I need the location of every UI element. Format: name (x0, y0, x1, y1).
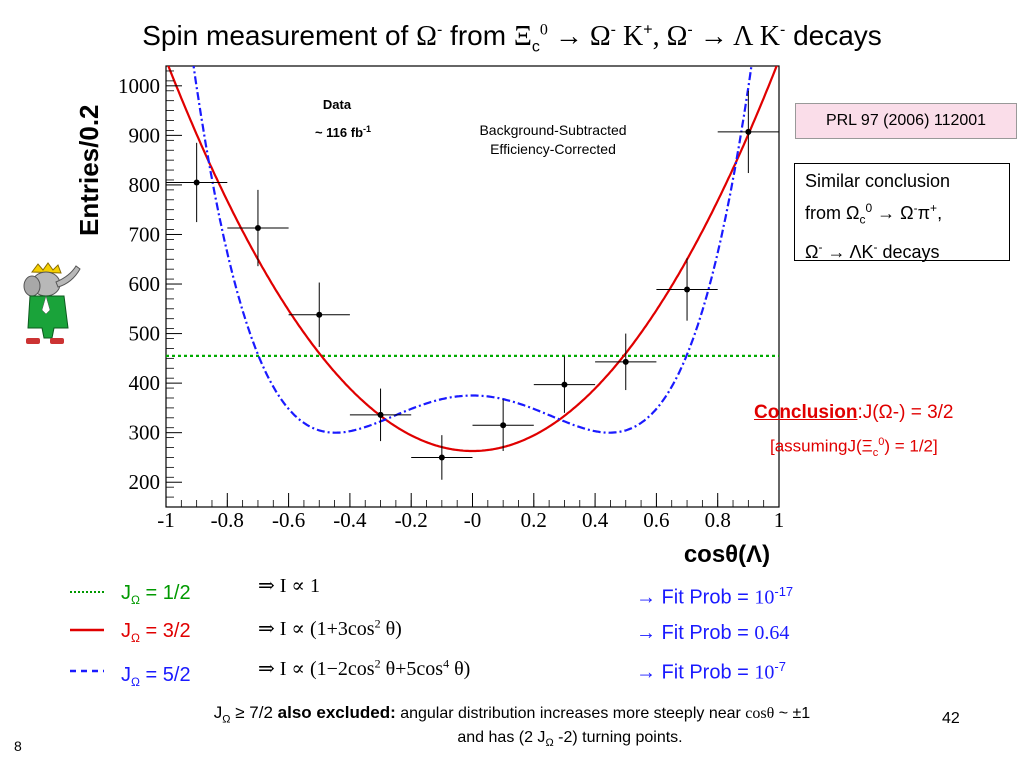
hypothesis-spin-5-2: JΩ = 5/2 (121, 664, 191, 689)
x-tick-label: 1 (774, 508, 785, 532)
data-point (411, 435, 473, 480)
turning-points-note: and has (2 JΩ -2) turning points. (457, 729, 683, 750)
fit-curve-spin-3-2 (167, 66, 778, 453)
data-marker (316, 311, 323, 318)
x-axis-label: cosθ(Λ) (684, 541, 770, 568)
y-tick-label: 800 (129, 173, 161, 197)
x-tick-label: 0.6 (643, 508, 669, 532)
y-tick-label: 400 (129, 371, 161, 395)
similar-line-1: Similar conclusion (805, 171, 951, 191)
y-tick-label: 500 (129, 322, 161, 346)
data-marker (193, 179, 200, 186)
data-point (717, 90, 779, 174)
hypothesis-spin-3-2: JΩ = 3/2 (121, 620, 191, 645)
x-tick-label: -0.2 (395, 508, 428, 532)
slide-number: 8 (14, 738, 22, 754)
data-point (227, 189, 289, 267)
data-point (472, 399, 534, 452)
data-marker (377, 411, 384, 418)
similar-conclusion-box: Similar conclusion from Ωc0 → Ω-π+, Ω- →… (794, 163, 1010, 262)
data-marker (500, 422, 507, 429)
data-label: Data (323, 97, 352, 112)
data-marker (745, 128, 752, 135)
y-tick-label: 900 (129, 123, 161, 147)
reference-box: PRL 97 (2006) 112001 (795, 103, 1017, 139)
data-marker (684, 286, 691, 293)
slide-title: Spin measurement of Ω- from Ξc0 → Ω- K+,… (142, 20, 882, 56)
formula-spin-3-2: ⇒ I ∝ (1+3cos2 θ) (258, 616, 402, 640)
data-marker (622, 358, 629, 365)
similar-line-3: Ω- → ΛK- decays (805, 239, 940, 262)
fit-prob-spin-3-2: → Fit Prob = 0.64 (636, 622, 790, 644)
x-tick-label: -0.4 (333, 508, 367, 532)
formula-spin-1-2: ⇒ I ∝ 1 (258, 575, 320, 597)
fit-prob-spin-1-2: → Fit Prob = 10-17 (636, 584, 794, 609)
background-subtracted-label: Background-Subtracted (479, 122, 626, 138)
elephant-mascot-icon (23, 262, 81, 344)
data-point (288, 282, 350, 347)
hypothesis-spin-1-2: JΩ = 1/2 (121, 582, 191, 607)
similar-line-2: from Ωc0 → Ω-π+, (805, 201, 943, 227)
y-tick-label: 700 (129, 222, 161, 246)
exclusion-note: JΩ ≥ 7/2 also excluded: angular distribu… (213, 703, 811, 726)
data-marker (561, 381, 568, 388)
y-axis-label: Entries/0.2 (74, 104, 104, 236)
fit-prob-spin-5-2: → Fit Prob = 10-7 (636, 659, 786, 684)
x-tick-label: 0.2 (521, 508, 547, 532)
y-tick-label: 300 (129, 421, 161, 445)
luminosity-label: ~ 116 fb-1 (315, 124, 371, 140)
data-point (166, 142, 228, 223)
data-point (656, 258, 718, 321)
y-tick-label: 200 (129, 470, 161, 494)
assumption-text: [assumingJ(Ξc0) = 1/2] (770, 436, 938, 460)
y-tick-label: 600 (129, 272, 161, 296)
x-tick-label: -0 (464, 508, 482, 532)
conclusion-text: Conclusion:J(Ω-) = 3/2 (754, 402, 954, 423)
data-marker (254, 225, 261, 232)
data-point (533, 356, 596, 413)
data-point (595, 333, 657, 391)
x-tick-label: 0.4 (582, 508, 609, 532)
x-tick-label: -0.6 (272, 508, 305, 532)
fit-curve-spin-5-2 (192, 66, 753, 434)
page-number: 42 (942, 710, 960, 727)
x-tick-label: 0.8 (705, 508, 731, 532)
y-tick-label: 1000 (118, 74, 160, 98)
data-marker (438, 454, 445, 461)
x-tick-label: -0.8 (211, 508, 244, 532)
formula-spin-5-2: ⇒ I ∝ (1−2cos2 θ+5cos4 θ) (258, 656, 471, 680)
data-point (349, 388, 412, 442)
x-tick-label: -1 (157, 508, 175, 532)
efficiency-corrected-label: Efficiency-Corrected (490, 141, 616, 157)
